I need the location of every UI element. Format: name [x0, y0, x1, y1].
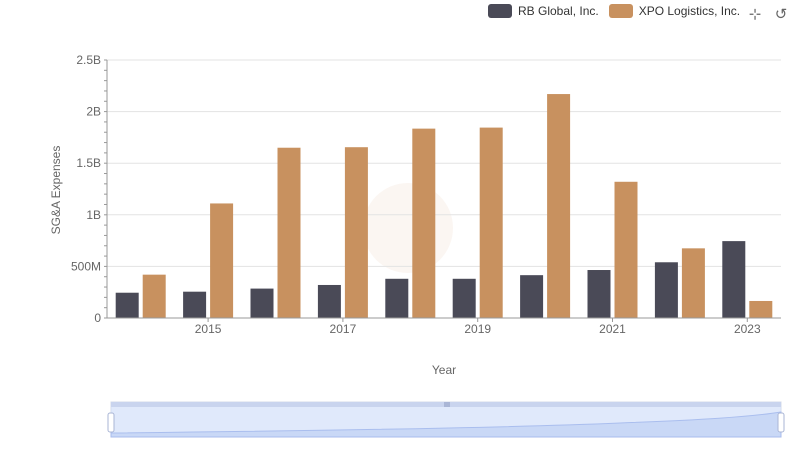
bar-xpo-logistics-inc-2022[interactable]	[681, 248, 705, 318]
bar-xpo-logistics-inc-2016[interactable]	[277, 147, 301, 318]
y-tick-label: 500M	[71, 259, 101, 273]
y-axis: 0 500M 1B 1.5B 2B 2.5B	[71, 53, 108, 325]
legend: RB Global, Inc. XPO Logistics, Inc.	[488, 4, 750, 18]
y-tick-label: 0	[94, 311, 101, 325]
restore-icon[interactable]: ↺	[774, 6, 788, 23]
x-tick-label: 2017	[330, 322, 357, 336]
bar-xpo-logistics-inc-2017[interactable]	[344, 147, 368, 318]
legend-swatch	[608, 4, 633, 18]
bar-rb-global-inc-2021[interactable]	[587, 270, 611, 318]
x-axis: 2015 2017 2019 2021 2023	[107, 317, 781, 336]
bar-rb-global-inc-2016[interactable]	[250, 288, 274, 318]
x-tick-label: 2021	[599, 322, 626, 336]
zoom-icon[interactable]: ⊹	[748, 6, 762, 23]
y-tick-label: 1B	[86, 208, 101, 222]
bars	[115, 94, 773, 318]
bar-xpo-logistics-inc-2023[interactable]	[749, 300, 773, 318]
watermark-logo	[363, 183, 453, 273]
bar-rb-global-inc-2022[interactable]	[654, 262, 678, 318]
bar-xpo-logistics-inc-2019[interactable]	[479, 127, 503, 318]
bar-rb-global-inc-2017[interactable]	[317, 284, 341, 318]
y-tick-label: 2.5B	[76, 53, 101, 67]
x-axis-label: Year	[432, 363, 456, 377]
legend-swatch	[488, 4, 512, 18]
bar-rb-global-inc-2020[interactable]	[520, 275, 544, 318]
slider-move-handle[interactable]	[444, 402, 450, 407]
bar-xpo-logistics-inc-2014[interactable]	[142, 274, 166, 318]
bar-rb-global-inc-2018[interactable]	[385, 278, 409, 318]
y-axis-label: SG&A Expenses	[49, 146, 63, 235]
x-tick-label: 2015	[195, 322, 222, 336]
legend-item-xpo-logistics[interactable]: XPO Logistics, Inc.	[608, 4, 741, 18]
legend-label: XPO Logistics, Inc.	[638, 4, 741, 18]
bar-rb-global-inc-2014[interactable]	[115, 292, 139, 318]
x-tick-label: 2019	[464, 322, 491, 336]
bar-rb-global-inc-2019[interactable]	[452, 278, 476, 318]
bar-xpo-logistics-inc-2015[interactable]	[210, 203, 234, 318]
slider-left-handle[interactable]	[107, 412, 115, 433]
x-tick-label: 2023	[734, 322, 761, 336]
bar-rb-global-inc-2023[interactable]	[722, 241, 746, 318]
chart-toolbar: ⊹ ↺	[746, 6, 790, 24]
slider-right-handle[interactable]	[777, 412, 785, 433]
bar-xpo-logistics-inc-2018[interactable]	[412, 128, 436, 318]
bar-rb-global-inc-2015[interactable]	[183, 291, 207, 318]
y-tick-label: 2B	[86, 105, 101, 119]
legend-label: RB Global, Inc.	[518, 4, 599, 18]
data-zoom-slider[interactable]	[107, 401, 785, 438]
bar-xpo-logistics-inc-2020[interactable]	[547, 94, 571, 318]
bar-xpo-logistics-inc-2021[interactable]	[614, 181, 638, 318]
y-tick-label: 1.5B	[76, 156, 101, 170]
legend-item-rb-global[interactable]: RB Global, Inc.	[488, 4, 599, 18]
